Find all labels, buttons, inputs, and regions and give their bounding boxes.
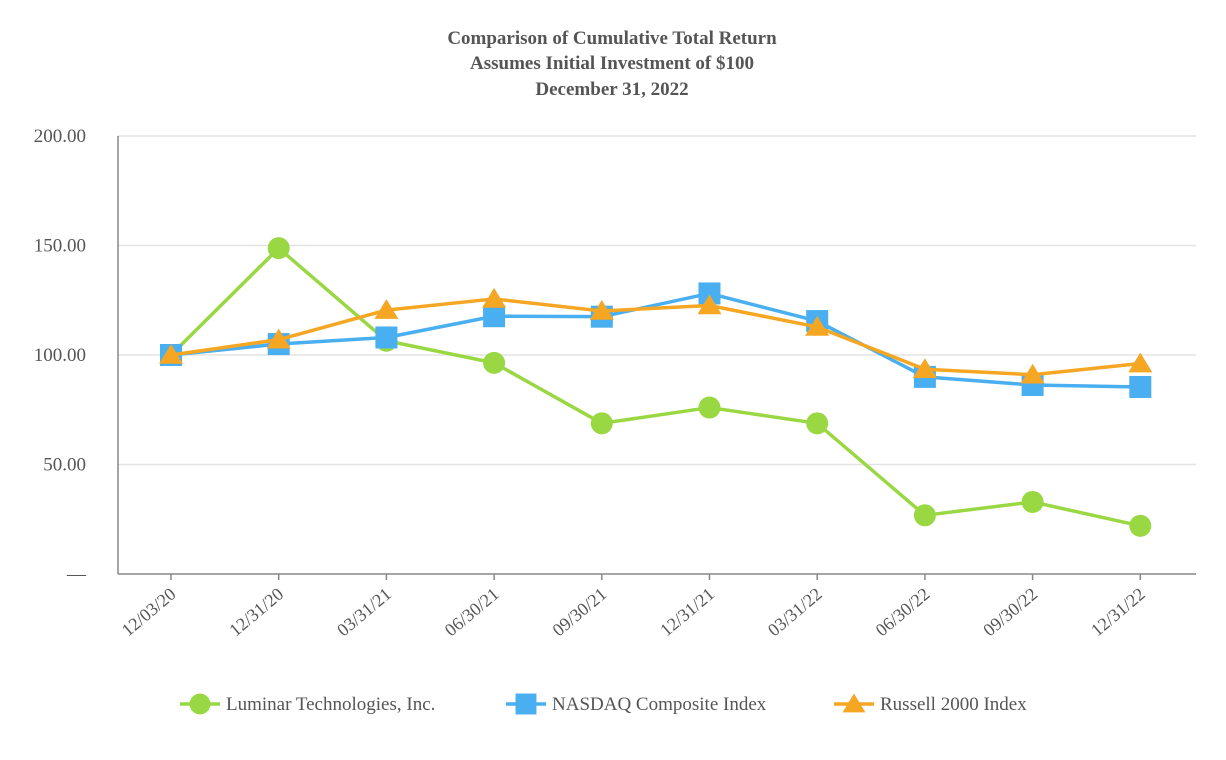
series-triangle [159,287,1153,384]
data-series [159,237,1153,537]
x-tick-label: 12/31/20 [225,584,287,640]
legend-label: Luminar Technologies, Inc. [226,694,435,715]
x-tick-label: 09/30/21 [548,584,610,640]
series-circle [160,237,1152,537]
data-point-triangle [912,358,937,379]
data-point-circle [1021,490,1044,513]
x-tick-label: 03/31/21 [333,584,395,640]
x-tick-label: 12/31/22 [1087,584,1149,640]
data-point-square [698,282,721,305]
data-point-circle [267,237,290,260]
x-tick-label: 09/30/22 [979,584,1041,640]
legend-marker-triangle [842,693,866,713]
y-tick-label: 150.00 [34,236,86,257]
y-tick-label: — [66,564,87,585]
legend-item: NASDAQ Composite Index [506,693,767,715]
y-axis-tick-labels: — 50.00 100.00 150.00 200.00 [34,126,87,585]
y-tick-label: 200.00 [34,126,86,147]
data-point-triangle [159,344,183,364]
legend-marker-square [515,693,537,715]
y-tick-label: 50.00 [43,455,86,476]
data-point-circle [698,396,721,419]
x-tick-label: 06/30/22 [872,584,934,640]
data-point-square [483,305,506,328]
legend-marker-circle [189,693,211,715]
series-line [170,297,1141,377]
data-point-triangle [1128,352,1153,373]
y-tick-label: 100.00 [34,345,86,366]
x-tick-label: 03/31/22 [764,584,826,640]
legend-item: Luminar Technologies, Inc. [180,693,435,715]
data-point-circle [913,504,936,527]
data-point-triangle [482,287,507,308]
legend-item: Russell 2000 Index [834,693,1027,715]
data-point-triangle [1020,363,1045,384]
axes [117,136,1196,580]
legend-label: NASDAQ Composite Index [552,694,767,715]
data-point-triangle [266,328,291,349]
data-point-circle [806,412,829,435]
data-point-circle [483,351,506,374]
data-point-circle [1129,514,1152,537]
data-point-triangle [589,299,614,320]
data-point-circle [590,412,613,435]
gridlines [118,135,1196,466]
chart-title-line-2: Assumes Initial Investment of $100 [470,53,754,74]
x-axis-tick-labels: 12/03/20 12/31/20 03/31/21 06/30/21 09/30/21… [118,584,1149,640]
x-tick-label: 12/31/21 [656,584,718,640]
data-point-triangle [697,294,722,315]
series-square [160,282,1152,398]
chart-title-line-3: December 31, 2022 [535,79,688,100]
series-line [170,291,1141,389]
chart-title: Comparison of Cumulative Total Return As… [447,28,777,100]
x-tick-label: 06/30/21 [441,584,503,640]
data-point-triangle [805,315,830,336]
legend-label: Russell 2000 Index [880,694,1027,715]
data-point-square [375,326,398,349]
series-line [169,246,1141,528]
data-point-triangle [374,299,399,319]
legend: Luminar Technologies, Inc. NASDAQ Composi… [180,693,1027,715]
data-point-square [1129,375,1152,398]
chart-title-line-1: Comparison of Cumulative Total Return [447,28,777,49]
x-tick-label: 12/03/20 [118,584,180,640]
